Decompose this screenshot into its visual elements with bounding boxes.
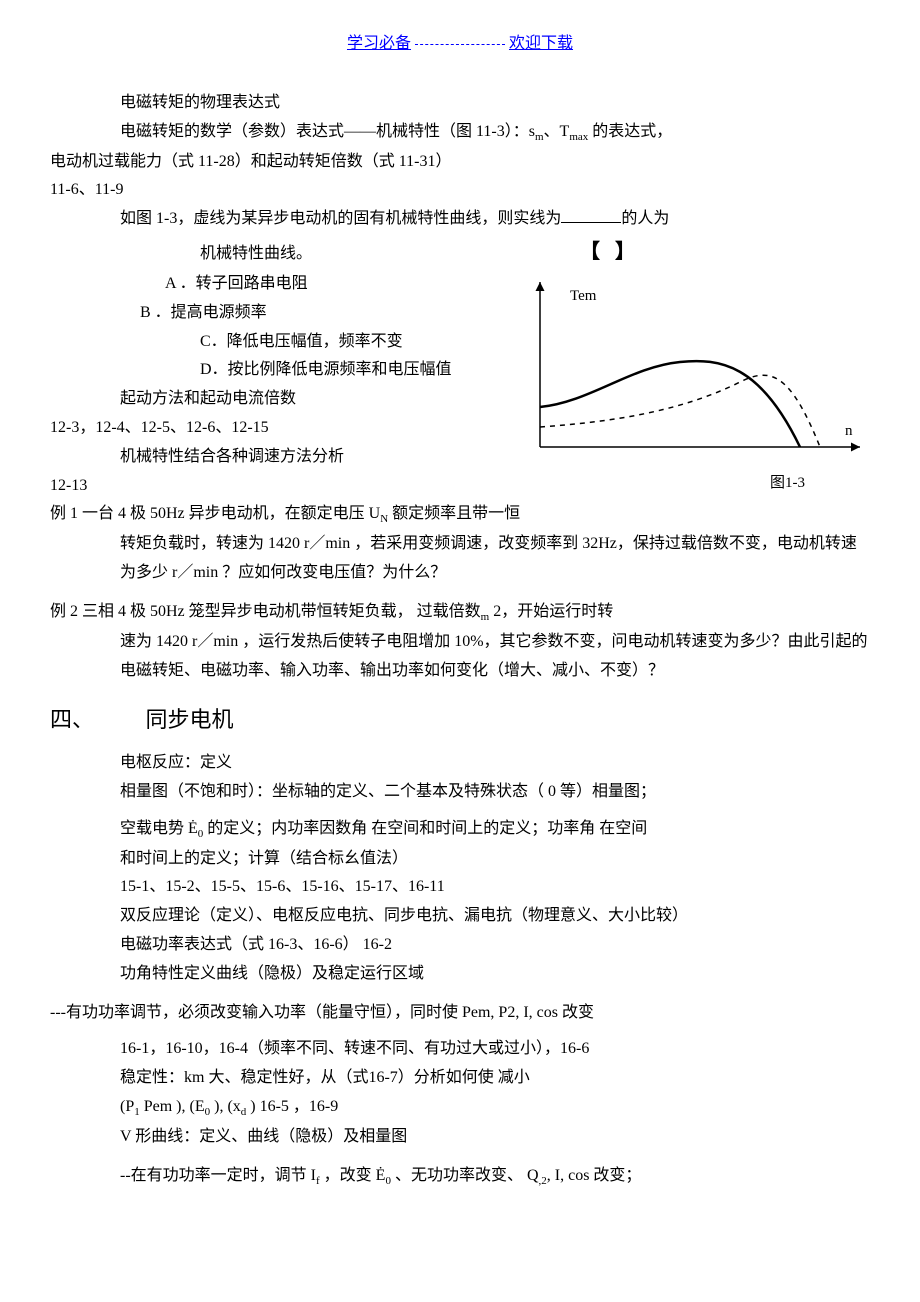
sync-reactive: --在有功功率一定时，调节 If ，改变 Ė0 、无功功率改变、 Q,2, I,… — [50, 1162, 870, 1192]
sync-active-power: ---有功功率调节，必须改变输入功率（能量守恒），同时使 Pem, P2, I,… — [50, 999, 870, 1028]
sync-calc: 和时间上的定义；计算（结合标幺值法） — [50, 845, 870, 874]
text-fragment: 机械特性曲线。 — [200, 245, 312, 262]
example-2-line2: 速为 1420 r／min ，运行发热后使转子电阻增加 10%，其它参数不变，问… — [50, 628, 870, 686]
subscript-max: max — [569, 131, 588, 143]
section-4-title: 同步电机 — [146, 707, 234, 732]
sync-p1-pem: (P1 Pem ), (E0 ), (xd ) 16-5 ，16-9 — [50, 1093, 870, 1123]
text-fragment: 电磁转矩的数学（参数）表达式——机械特性（图 11-3）：s — [120, 123, 535, 140]
text-fragment: 的表达式， — [588, 123, 672, 140]
example-2-line1: 例 2 三相 4 极 50Hz 笼型异步电动机带恒转矩负载， 过载倍数m 2，开… — [50, 598, 870, 628]
sync-double-reaction: 双反应理论（定义）、电枢反应电抗、同步电抗、漏电抗（物理意义、大小比较） — [50, 902, 870, 931]
subscript-m2: m — [481, 611, 490, 623]
header-left-link[interactable]: 学习必备 — [347, 35, 411, 52]
text-fragment: Pem ), (E — [140, 1098, 205, 1115]
text-fragment: 例 2 三相 4 极 50Hz 笼型异步电动机带恒转矩负载， 过载倍数 — [50, 603, 481, 620]
para-em-torque-math: 电磁转矩的数学（参数）表达式——机械特性（图 11-3）：sm、Tmax 的表达… — [50, 118, 870, 148]
header-right-link[interactable]: 欢迎下载 — [509, 35, 573, 52]
text-fragment: ，改变 Ė — [320, 1167, 386, 1184]
text-fragment: , I, cos 改变； — [547, 1167, 642, 1184]
sync-power-angle: 功角特性定义曲线（隐极）及稳定运行区域 — [50, 960, 870, 989]
text-fragment: 2，开始运行时转 — [489, 603, 613, 620]
text-fragment: 空载电势 Ė — [120, 820, 198, 837]
fill-blank[interactable] — [561, 206, 621, 223]
text-fragment: 、无功功率改变、 Q — [391, 1167, 539, 1184]
ref-16-1: 16-1，16-10，16-4（频率不同、转速不同、有功过大或过小），16-6 — [50, 1035, 870, 1064]
sync-stability: 稳定性：km 大、稳定性好，从（式16-7）分析如何使 减小 — [50, 1064, 870, 1093]
text-fragment: 额定频率且带一恒 — [388, 505, 520, 522]
para-em-torque-phys: 电磁转矩的物理表达式 — [50, 89, 870, 118]
text-fragment: 、T — [544, 123, 570, 140]
ref-12-13: 12-13 — [50, 472, 870, 501]
section-4-heading: 四、 同步电机 — [50, 700, 870, 740]
section-4-num: 四、 — [50, 700, 140, 740]
svg-text:Tem: Tem — [570, 288, 597, 304]
figure-1-3-caption: 图1-3 — [770, 470, 805, 497]
header-divider — [415, 44, 505, 45]
ref-11-6: 11-6、11-9 — [50, 176, 870, 205]
text-fragment: --在有功功率一定时，调节 I — [120, 1167, 316, 1184]
sync-em-power: 电磁功率表达式（式 16-3、16-6） 16-2 — [50, 931, 870, 960]
para-overload: 电动机过载能力（式 11-28）和起动转矩倍数（式 11-31） — [50, 148, 870, 177]
text-fragment: 的人为 — [621, 210, 669, 227]
subscript-n: N — [380, 514, 388, 526]
subscript-m: m — [535, 131, 544, 143]
sync-v-curve: V 形曲线：定义、曲线（隐极）及相量图 — [50, 1123, 870, 1152]
sync-e0: 空载电势 Ė0 的定义；内功率因数角 在空间和时间上的定义；功率角 在空间 — [50, 815, 870, 845]
sync-armature: 电枢反应：定义 — [50, 749, 870, 778]
question-1-3: 如图 1-3，虚线为某异步电动机的固有机械特性曲线，则实线为 的人为 — [50, 205, 870, 234]
text-fragment: 的定义；内功率因数角 在空间和时间上的定义；功率角 在空间 — [203, 820, 647, 837]
sync-phasor: 相量图（不饱和时）：坐标轴的定义、二个基本及特殊状态（ 0 等）相量图； — [50, 778, 870, 807]
text-fragment: 如图 1-3，虚线为某异步电动机的固有机械特性曲线，则实线为 — [120, 210, 561, 227]
svg-text:n: n — [845, 423, 853, 439]
text-fragment: ), (x — [210, 1098, 241, 1115]
question-1-3-cont: 机械特性曲线。 【 】 — [50, 234, 870, 270]
text-fragment: ) 16-5 ，16-9 — [246, 1098, 338, 1115]
figure-1-3: Tem n — [510, 272, 870, 472]
example-1-line2: 转矩负载时，转速为 1420 r／min ，若采用变频调速，改变频率到 32Hz… — [50, 530, 870, 588]
example-1-line1: 例 1 一台 4 极 50Hz 异步电动机，在额定电压 UN 额定频率且带一恒 — [50, 500, 870, 530]
mech-characteristic-chart: Tem n — [510, 272, 870, 472]
subscript-2: ,2 — [539, 1175, 547, 1187]
page-header: 学习必备 欢迎下载 — [50, 30, 870, 59]
text-fragment: (P — [120, 1098, 134, 1115]
ref-15-1: 15-1、15-2、15-5、15-6、15-16、15-17、16-11 — [50, 873, 870, 902]
answer-bracket[interactable]: 【 】 — [580, 241, 635, 263]
text-fragment: 例 1 一台 4 极 50Hz 异步电动机，在额定电压 U — [50, 505, 380, 522]
